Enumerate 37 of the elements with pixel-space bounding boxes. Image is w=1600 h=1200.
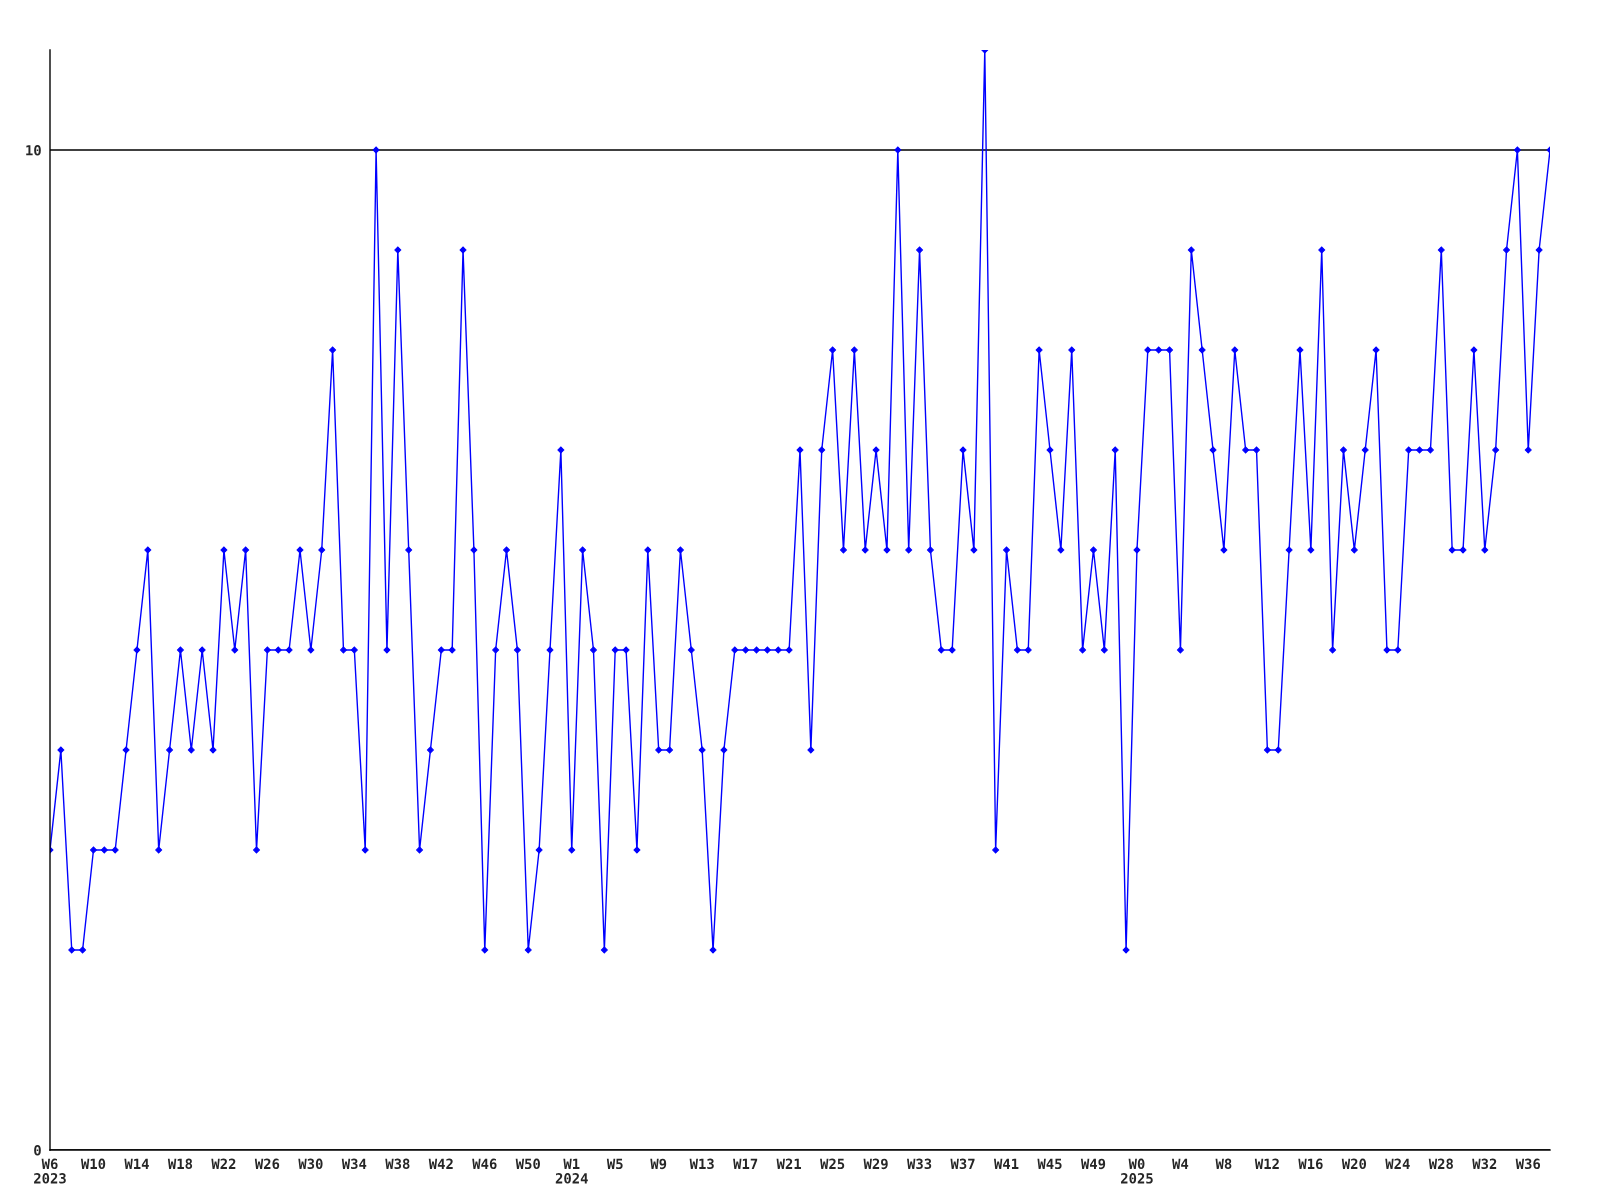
x-tick-label: W10 (80, 1158, 106, 1170)
x-tick-label: W38 (385, 1158, 410, 1170)
x-tick-label: W46 (472, 1158, 497, 1170)
x-tick-label: W13 (689, 1158, 714, 1170)
y-tick-label: 0 (34, 1144, 41, 1156)
x-tick-label: W42 (428, 1158, 453, 1169)
x-tick-label: W22 (211, 1158, 236, 1169)
x-tick-label: W21 (776, 1158, 802, 1169)
x-tick-label: W1 2024 (555, 1158, 588, 1184)
x-tick-label: W29 (863, 1158, 888, 1170)
x-tick-label: W49 (1080, 1158, 1106, 1170)
x-tick-label: W5 (606, 1158, 623, 1170)
x-tick-label: W50 (515, 1158, 540, 1170)
x-tick-label: W25 (820, 1158, 845, 1170)
x-tick-label: W12 (1254, 1158, 1279, 1169)
x-tick-label: W28 (1428, 1158, 1453, 1170)
x-tick-label: W18 (167, 1158, 193, 1170)
x-tick-label: W32 (1472, 1158, 1497, 1170)
x-tick-label: W36 (1515, 1158, 1541, 1170)
x-tick-label: W6 2023 (34, 1158, 66, 1184)
x-tick-label: W33 (907, 1158, 932, 1170)
x-tick-label: W4 (1172, 1158, 1189, 1169)
x-tick-label: W30 (298, 1158, 323, 1170)
x-tick-label: W17 (733, 1158, 758, 1169)
x-tick-label: W24 (1385, 1158, 1410, 1169)
y-tick-label: 10 (26, 144, 41, 156)
x-tick-label: W41 (993, 1158, 1019, 1169)
x-tick-label: W9 (650, 1158, 667, 1170)
x-tick-label: W16 (1298, 1158, 1323, 1170)
x-tick-label: W26 (254, 1158, 280, 1170)
x-tick-label: W14 (124, 1158, 149, 1169)
x-tick-label: W45 (1037, 1158, 1062, 1170)
x-tick-label: W20 (1341, 1158, 1367, 1170)
x-tick-label: W37 (950, 1158, 975, 1170)
x-tick-label: W34 (341, 1158, 367, 1170)
x-tick-label: W8 (1215, 1158, 1232, 1170)
x-tick-label: W0 2025 (1121, 1158, 1153, 1184)
